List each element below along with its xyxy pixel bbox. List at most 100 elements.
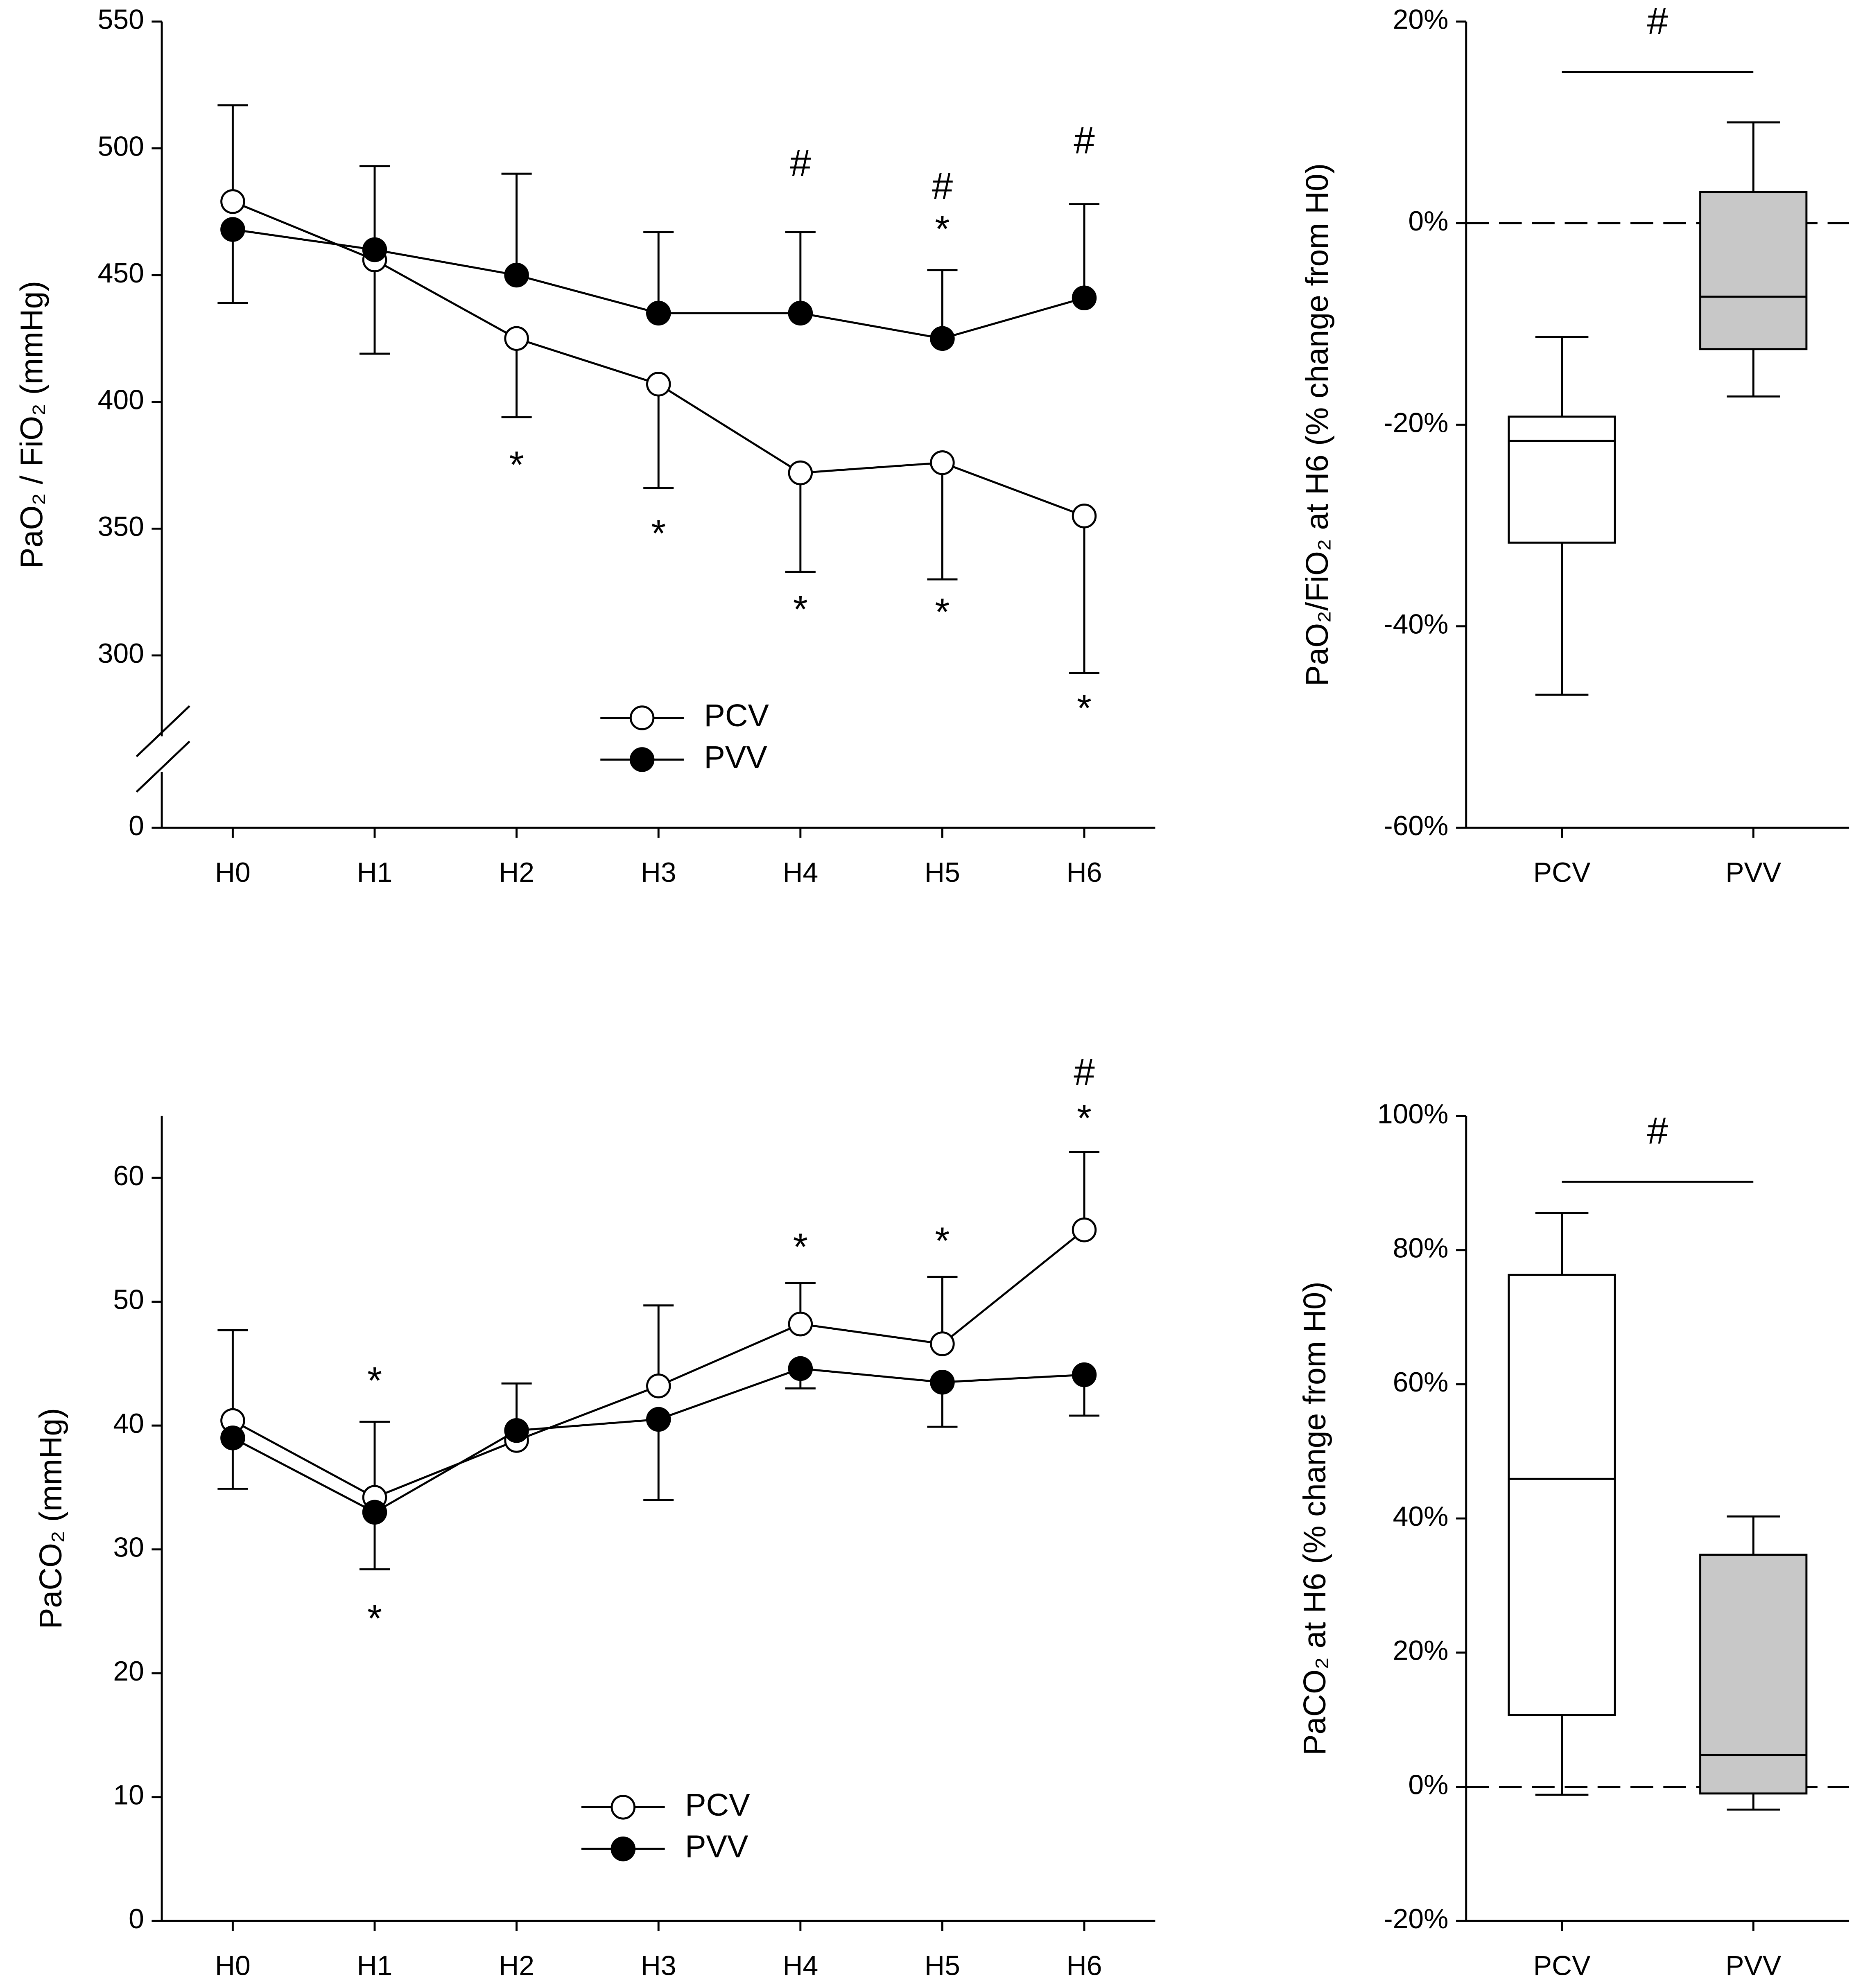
x-tick-label: H1 [357, 857, 393, 888]
annotation: * [935, 590, 950, 633]
y-tick-label: -60% [1384, 811, 1449, 841]
annotation: # [1074, 119, 1095, 161]
point [788, 1311, 813, 1337]
annotation: * [935, 208, 950, 250]
point [646, 1407, 671, 1432]
legend-marker [629, 705, 655, 730]
y-tick-label: 350 [98, 511, 144, 542]
x-tick-label: PCV [1533, 857, 1591, 888]
y-tick-label: 20% [1393, 5, 1449, 35]
y-tick-label: 100% [1377, 1099, 1449, 1130]
point [504, 326, 529, 351]
box [1508, 1274, 1616, 1716]
legend-label: PVV [685, 1829, 748, 1864]
y-tick-label: 500 [98, 131, 144, 162]
y-tick-label: 0% [1408, 1769, 1448, 1800]
x-tick-label: H3 [641, 1950, 676, 1981]
point [930, 450, 955, 475]
point [646, 1374, 671, 1398]
y-tick-label: 0% [1408, 206, 1448, 237]
point [1072, 1362, 1097, 1387]
y-tick-label: 0 [129, 811, 144, 841]
annotation: # [790, 142, 811, 184]
annotation: * [367, 1597, 382, 1640]
point [362, 237, 387, 262]
annotation: * [651, 512, 666, 554]
point [930, 326, 955, 351]
point [646, 372, 671, 397]
x-tick-label: H4 [782, 1950, 818, 1981]
annotation: # [1647, 0, 1669, 42]
point [1072, 285, 1097, 310]
point [504, 1418, 529, 1443]
point [1072, 1217, 1097, 1242]
legend-marker [629, 747, 655, 772]
y-tick-label: 50 [113, 1285, 144, 1315]
point [646, 300, 671, 326]
annotation: # [1647, 1109, 1669, 1152]
legend-label: PVV [704, 740, 767, 775]
x-tick-label: H0 [215, 857, 251, 888]
legend-label: PCV [685, 1787, 750, 1823]
y-tick-label: 60% [1393, 1367, 1449, 1398]
x-tick-label: H5 [925, 857, 960, 888]
box [1699, 191, 1808, 350]
point [788, 1356, 813, 1381]
y-axis-label: PaCO₂ at H6 (% change from H0) [1297, 1281, 1332, 1755]
annotation: * [793, 1225, 808, 1268]
axis-break [136, 741, 190, 793]
x-tick-label: PVV [1725, 857, 1781, 888]
point [788, 460, 813, 486]
y-tick-label: -20% [1384, 1904, 1449, 1934]
x-tick-label: H3 [641, 857, 676, 888]
y-tick-label: 40 [113, 1408, 144, 1439]
annotation: * [935, 1219, 950, 1262]
point [504, 262, 529, 288]
legend-marker [610, 1795, 636, 1820]
legend-marker [610, 1836, 636, 1861]
y-tick-label: 550 [98, 5, 144, 35]
x-tick-label: PVV [1725, 1950, 1781, 1981]
x-tick-label: H2 [499, 857, 534, 888]
y-tick-label: 30 [113, 1532, 144, 1563]
point [220, 189, 245, 214]
x-tick-label: H1 [357, 1950, 393, 1981]
axis-break [136, 705, 190, 757]
box [1508, 416, 1616, 544]
point [220, 1425, 245, 1450]
y-tick-label: 40% [1393, 1501, 1449, 1532]
x-tick-label: H6 [1067, 1950, 1102, 1981]
annotation: * [367, 1359, 382, 1402]
y-axis-label: PaO₂/FiO₂ at H6 (% change from H0) [1300, 163, 1335, 687]
point [788, 300, 813, 326]
y-tick-label: -40% [1384, 609, 1449, 640]
y-axis-label: PaCO₂ (mmHg) [33, 1408, 68, 1629]
x-tick-label: H4 [782, 857, 818, 888]
point [1072, 504, 1097, 529]
annotation: * [1077, 1097, 1092, 1139]
annotation: * [509, 443, 524, 486]
y-tick-label: 400 [98, 385, 144, 416]
point [220, 217, 245, 242]
y-tick-label: -20% [1384, 407, 1449, 438]
y-tick-label: 60 [113, 1161, 144, 1191]
point [930, 1370, 955, 1395]
annotation: # [932, 165, 953, 207]
y-tick-label: 20 [113, 1656, 144, 1687]
y-axis-label: PaO₂ / FiO₂ (mmHg) [14, 281, 50, 569]
box [1699, 1554, 1808, 1795]
y-tick-label: 0 [129, 1904, 144, 1934]
annotation: * [793, 588, 808, 630]
annotation: # [1074, 1051, 1095, 1093]
point [362, 1500, 387, 1525]
annotation: * [1077, 687, 1092, 730]
x-tick-label: H0 [215, 1950, 251, 1981]
x-tick-label: H6 [1067, 857, 1102, 888]
x-tick-label: PCV [1533, 1950, 1591, 1981]
y-tick-label: 20% [1393, 1636, 1449, 1666]
y-tick-label: 300 [98, 638, 144, 669]
x-tick-label: H5 [925, 1950, 960, 1981]
x-tick-label: H2 [499, 1950, 534, 1981]
y-tick-label: 80% [1393, 1233, 1449, 1264]
